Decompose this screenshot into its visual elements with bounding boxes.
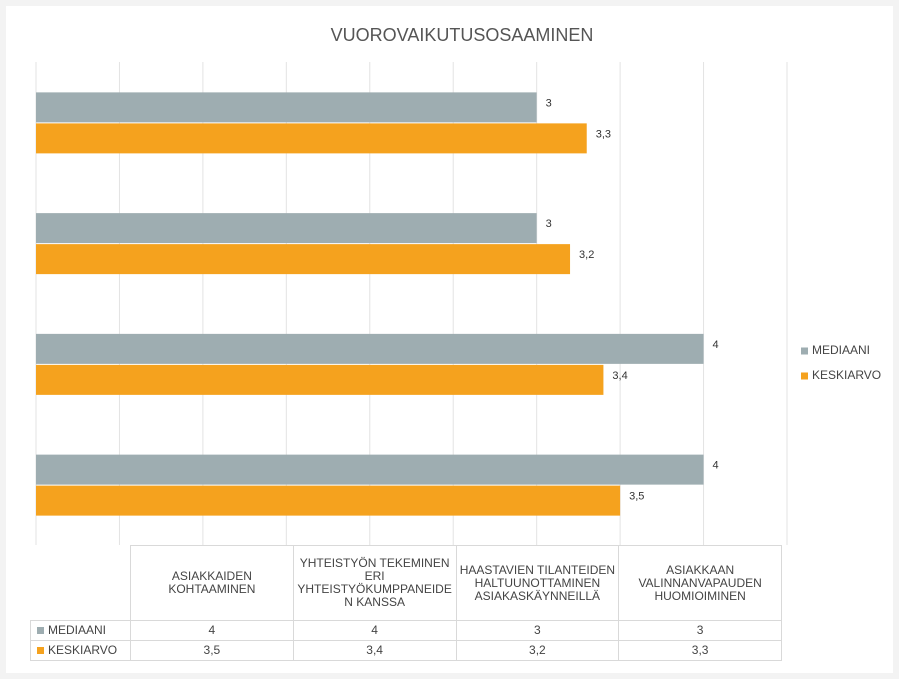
bar (36, 485, 621, 516)
table-row-label: KESKIARVO (30, 640, 131, 661)
bar (36, 244, 571, 275)
table-header: HAASTAVIEN TILANTEIDEN HALTUUNOTTAMINEN … (455, 545, 620, 621)
legend-label: MEDIAANI (812, 343, 870, 357)
legend-key (801, 347, 808, 355)
legend-label: KESKIARVO (812, 368, 881, 382)
table-cell: 3,2 (455, 640, 620, 661)
table-header: YHTEISTYÖN TEKEMINEN ERI YHTEISTYÖKUMPPA… (292, 545, 457, 621)
table-cell: 3,3 (618, 640, 782, 661)
table-header: ASIAKKAIDEN KOHTAAMINEN (130, 545, 294, 621)
data-label: 3,4 (612, 370, 627, 382)
table-cell: 4 (292, 620, 457, 641)
table-cell: 3,5 (130, 640, 294, 661)
series-name: MEDIAANI (48, 623, 107, 637)
bar (36, 213, 537, 244)
bar (36, 333, 704, 364)
bar (36, 92, 537, 123)
table-header: ASIAKKAAN VALINNANVAPAUDEN HUOMIOIMINEN (618, 545, 782, 621)
legend-key (37, 627, 44, 634)
data-label: 4 (713, 339, 719, 351)
table-cell: 3,4 (292, 640, 457, 661)
data-label: 3,5 (629, 491, 644, 503)
bar (36, 123, 587, 154)
data-label: 3 (546, 218, 552, 230)
chart-title: VUOROVAIKUTUSOSAAMINEN (331, 25, 594, 45)
bar (36, 364, 604, 395)
series-name: KESKIARVO (48, 643, 118, 657)
data-label: 4 (713, 460, 719, 472)
table-cell: 4 (130, 620, 294, 641)
table-cell: 3 (618, 620, 782, 641)
data-label: 3,2 (579, 249, 594, 261)
legend-key (801, 372, 808, 380)
legend-key (37, 647, 44, 654)
data-label: 3 (546, 97, 552, 109)
table-row-label: MEDIAANI (30, 620, 131, 641)
data-label: 3,3 (596, 128, 611, 140)
bar (36, 454, 704, 485)
table-cell: 3 (455, 620, 620, 641)
